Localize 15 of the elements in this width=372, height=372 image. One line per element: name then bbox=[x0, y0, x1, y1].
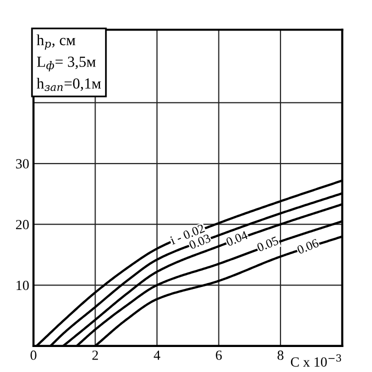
x-tick-label: 4 bbox=[154, 350, 160, 360]
y-axis-title: h$_{р}$, см bbox=[36, 34, 76, 50]
x-tick-label: 2 bbox=[92, 350, 98, 360]
annotation: 0.04 bbox=[226, 230, 248, 246]
annotation: L$_{ф}$= 3,5м bbox=[37, 56, 96, 72]
x-tick-label: 0 bbox=[30, 350, 36, 360]
y-tick-label: 30 bbox=[16, 159, 29, 168]
x-tick-label: 6 bbox=[216, 350, 222, 360]
y-tick-label: 20 bbox=[16, 220, 29, 230]
annotation: h$_{зап}$=0,1м bbox=[36, 78, 101, 92]
annotation: 0.05 bbox=[256, 236, 280, 252]
x-tick-label: 8 bbox=[278, 350, 284, 360]
y-tick-label: 10 bbox=[16, 280, 29, 290]
annotation: 0.06 bbox=[296, 238, 320, 254]
x-axis-title: C x 10$^{−3}$ bbox=[290, 354, 342, 367]
